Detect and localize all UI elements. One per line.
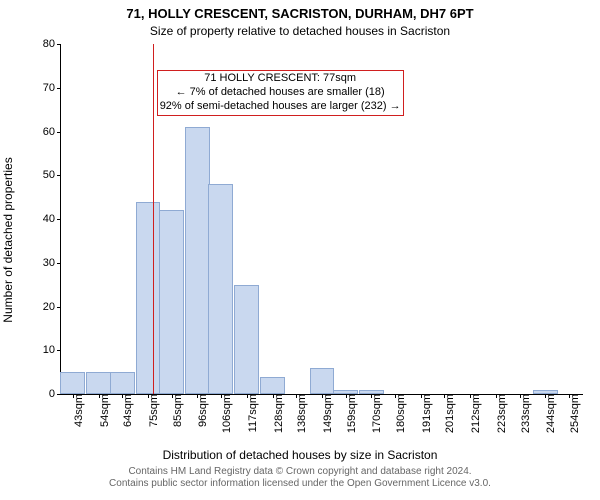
y-tick: 0: [49, 388, 61, 400]
x-tick-label: 64sqm: [118, 394, 134, 427]
x-tick-label: 149sqm: [318, 394, 334, 433]
x-tick-label: 138sqm: [292, 394, 308, 433]
x-tick-label: 54sqm: [95, 394, 111, 427]
histogram-bar: [86, 372, 111, 394]
x-tick-label: 106sqm: [217, 394, 233, 433]
chart-subtitle: Size of property relative to detached ho…: [0, 24, 600, 38]
histogram-bar: [310, 368, 335, 394]
footer-line-1: Contains HM Land Registry data © Crown c…: [0, 466, 600, 478]
x-tick-label: 117sqm: [243, 394, 259, 432]
x-tick-label: 201sqm: [440, 394, 456, 433]
x-tick-label: 212sqm: [466, 394, 482, 433]
histogram-bar: [234, 285, 259, 394]
x-tick-label: 96sqm: [193, 394, 209, 427]
y-tick: 70: [43, 82, 61, 94]
footer-attribution: Contains HM Land Registry data © Crown c…: [0, 466, 600, 490]
y-tick: 60: [43, 126, 61, 138]
x-tick-label: 128sqm: [269, 394, 285, 433]
histogram-bar: [60, 372, 85, 394]
annotation-line-2: ← 7% of detached houses are smaller (18): [160, 86, 401, 100]
histogram-bar: [333, 390, 358, 394]
annotation-line-3: 92% of semi-detached houses are larger (…: [160, 100, 401, 114]
histogram-bar: [260, 377, 285, 395]
y-tick: 80: [43, 38, 61, 50]
histogram-bar: [533, 390, 558, 394]
x-tick-label: 223sqm: [492, 394, 508, 433]
x-tick-label: 233sqm: [516, 394, 532, 433]
y-tick: 30: [43, 257, 61, 269]
x-tick-label: 85sqm: [168, 394, 184, 427]
footer-line-2: Contains public sector information licen…: [0, 478, 600, 490]
histogram-bar: [159, 210, 184, 394]
x-tick-label: 170sqm: [367, 394, 383, 433]
histogram-bar: [208, 184, 233, 394]
x-tick-label: 43sqm: [69, 394, 85, 427]
x-tick-label: 159sqm: [342, 394, 358, 433]
chart-container: 71, HOLLY CRESCENT, SACRISTON, DURHAM, D…: [0, 0, 600, 500]
x-tick-label: 254sqm: [565, 394, 581, 433]
y-axis-label: Number of detached properties: [1, 157, 15, 322]
x-tick-label: 191sqm: [417, 394, 433, 433]
histogram-bar: [136, 202, 161, 395]
histogram-bar: [359, 390, 384, 394]
histogram-bar: [110, 372, 135, 394]
histogram-bar: [185, 127, 210, 394]
y-tick: 20: [43, 301, 61, 313]
x-tick-label: 180sqm: [391, 394, 407, 433]
chart-title: 71, HOLLY CRESCENT, SACRISTON, DURHAM, D…: [0, 6, 600, 21]
annotation-line-1: 71 HOLLY CRESCENT: 77sqm: [160, 72, 401, 86]
y-tick: 40: [43, 213, 61, 225]
x-axis-label: Distribution of detached houses by size …: [0, 448, 600, 462]
reference-line: [153, 44, 154, 394]
y-tick: 10: [43, 344, 61, 356]
y-tick: 50: [43, 169, 61, 181]
x-tick-label: 75sqm: [144, 394, 160, 427]
annotation-box: 71 HOLLY CRESCENT: 77sqm ← 7% of detache…: [157, 70, 404, 115]
x-tick-label: 244sqm: [541, 394, 557, 433]
plot-area: 0102030405060708043sqm54sqm64sqm75sqm85s…: [60, 44, 583, 395]
